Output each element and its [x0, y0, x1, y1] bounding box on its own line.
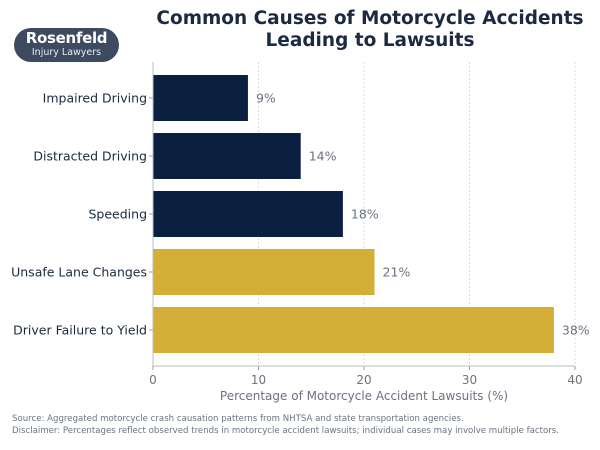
bar-unsafe-lane-changes: [153, 249, 375, 295]
bar-driver-failure-to-yield: [153, 307, 554, 353]
y-tick-label: Speeding: [88, 207, 147, 222]
x-tick-label: 30: [462, 373, 477, 387]
y-tick-label: Driver Failure to Yield: [13, 323, 147, 338]
rosenfeld-logo: Rosenfeld Injury Lawyers: [14, 28, 119, 62]
data-label: 9%: [256, 91, 276, 106]
source-note: Source: Aggregated motorcycle crash caus…: [12, 414, 464, 424]
y-tick-label: Impaired Driving: [43, 91, 147, 106]
bar-impaired-driving: [153, 75, 248, 121]
disclaimer-note: Disclaimer: Percentages reflect observed…: [12, 426, 560, 436]
logo-tagline: Injury Lawyers: [31, 47, 102, 58]
x-tick-label: 10: [251, 373, 266, 387]
x-tick-label: 40: [567, 373, 582, 387]
x-axis-label: Percentage of Motorcycle Accident Lawsui…: [220, 389, 508, 403]
bar-speeding: [153, 191, 343, 237]
data-label: 18%: [351, 207, 379, 222]
y-tick-label: Unsafe Lane Changes: [11, 265, 147, 280]
chart-title: Common Causes of Motorcycle Accidents Le…: [156, 8, 584, 51]
data-label: 21%: [383, 265, 411, 280]
bar-distracted-driving: [153, 133, 301, 179]
data-label: 38%: [562, 323, 590, 338]
logo-name: Rosenfeld: [25, 29, 108, 47]
data-label: 14%: [309, 149, 337, 164]
x-tick-label: 0: [149, 373, 157, 387]
y-tick-label: Distracted Driving: [33, 149, 147, 164]
x-tick-label: 20: [356, 373, 371, 387]
